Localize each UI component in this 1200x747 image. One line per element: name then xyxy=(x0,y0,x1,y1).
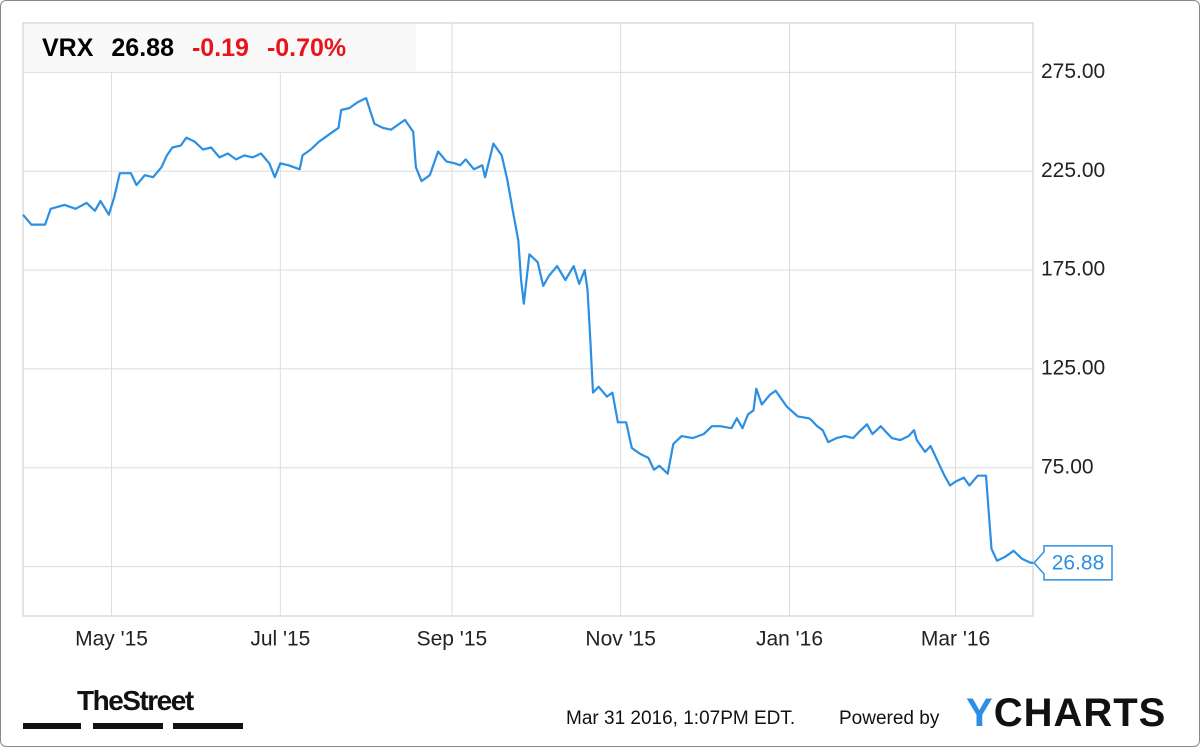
y-tick-label: 125.00 xyxy=(1041,356,1105,379)
logo-bar xyxy=(93,723,163,729)
x-tick-label: Mar '16 xyxy=(921,628,990,651)
y-tick-label: 225.00 xyxy=(1041,159,1105,182)
last-price-label: 26.88 xyxy=(1052,551,1105,574)
quote-header: VRX 26.88 -0.19 -0.70% xyxy=(24,24,416,72)
x-tick-label: May '15 xyxy=(75,628,148,651)
symbol: VRX xyxy=(42,33,94,62)
x-tick-label: Jan '16 xyxy=(756,628,823,651)
last-price-callout xyxy=(1032,545,1113,581)
logo-bar xyxy=(23,723,81,729)
x-tick-label: Sep '15 xyxy=(417,628,488,651)
y-tick-label: 75.00 xyxy=(1041,455,1094,478)
brand-logo: YCHARTS xyxy=(966,691,1167,735)
x-tick-label: Nov '15 xyxy=(585,628,656,651)
y-tick-label: 275.00 xyxy=(1041,60,1105,83)
source-logo: TheStreet xyxy=(77,685,194,716)
price-line xyxy=(22,97,1034,564)
x-tick-label: Jul '15 xyxy=(250,628,310,651)
y-tick-label: 175.00 xyxy=(1041,258,1105,281)
change: -0.19 xyxy=(191,33,249,62)
timestamp: Mar 31 2016, 1:07PM EDT. xyxy=(566,708,796,729)
change-percent: -0.70% xyxy=(266,33,347,62)
plot-area xyxy=(22,22,1034,617)
logo-bar xyxy=(173,723,243,729)
powered-by: Powered by xyxy=(839,708,940,729)
price: 26.88 xyxy=(111,33,174,62)
